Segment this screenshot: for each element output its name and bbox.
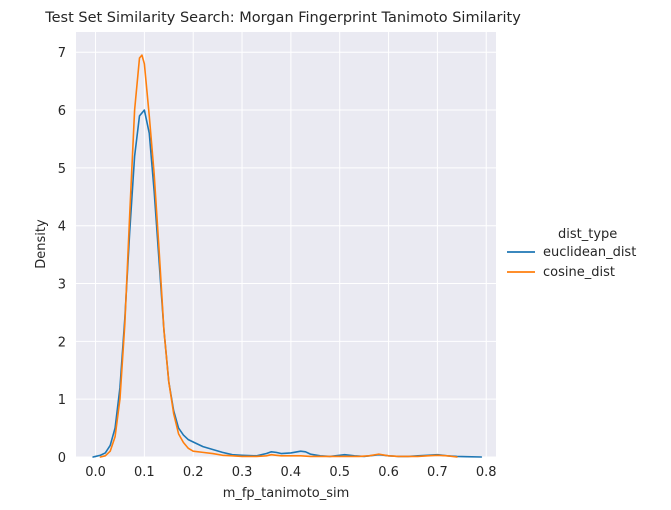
- y-tick-label: 5: [58, 162, 66, 177]
- y-tick-label: 2: [58, 335, 66, 350]
- y-tick-label: 7: [58, 46, 66, 61]
- x-tick-label: 0.0: [85, 465, 106, 480]
- grid-lines: [76, 32, 496, 458]
- plot-area: [76, 32, 496, 457]
- x-tick-label: 0.1: [134, 465, 155, 480]
- legend: dist_type euclidean_dist cosine_dist: [507, 227, 636, 280]
- y-tick-labels: 0 1 2 3 4 5 6 7: [58, 46, 66, 466]
- y-tick-label: 6: [58, 104, 66, 119]
- legend-title: dist_type: [558, 227, 617, 242]
- series-line-cosine_dist: [99, 54, 458, 458]
- x-tick-label: 0.3: [232, 465, 253, 480]
- x-tick-label: 0.2: [183, 465, 204, 480]
- x-tick-label: 0.5: [329, 465, 350, 480]
- legend-label-euclidean_dist: euclidean_dist: [543, 245, 636, 260]
- legend-label-cosine_dist: cosine_dist: [543, 265, 615, 280]
- y-tick-label: 0: [58, 451, 66, 466]
- y-axis-label: Density: [34, 219, 49, 269]
- y-tick-label: 3: [58, 278, 66, 293]
- x-tick-labels: 0.0 0.1 0.2 0.3 0.4 0.5 0.6 0.7 0.8: [85, 465, 496, 480]
- series-lines: [92, 54, 483, 458]
- x-tick-label: 0.7: [427, 465, 448, 480]
- y-tick-label: 4: [58, 220, 66, 235]
- x-tick-label: 0.8: [476, 465, 497, 480]
- x-tick-label: 0.4: [281, 465, 302, 480]
- y-tick-label: 1: [58, 393, 66, 408]
- x-tick-label: 0.6: [378, 465, 399, 480]
- x-axis-label: m_fp_tanimoto_sim: [223, 486, 350, 501]
- chart-title: Test Set Similarity Search: Morgan Finge…: [44, 10, 521, 26]
